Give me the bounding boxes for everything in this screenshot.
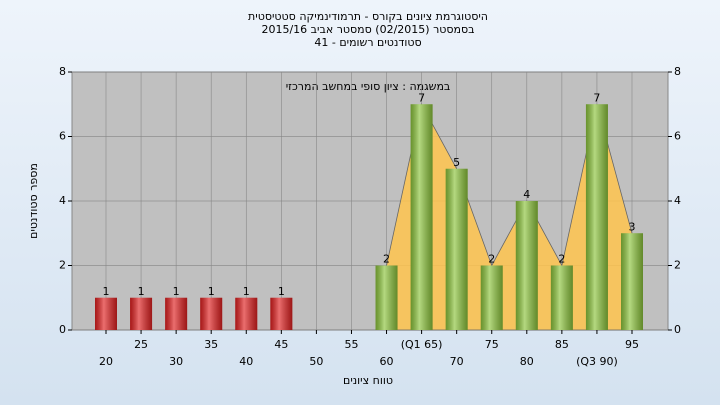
value-label: 5 bbox=[453, 156, 460, 169]
bar-shine bbox=[550, 265, 573, 330]
bar-shine bbox=[95, 297, 117, 330]
chart-title: היסטוגרמת ציונים בקורס - תרמודינמיקה סטט… bbox=[248, 10, 488, 23]
y-tick-label: 4 bbox=[59, 194, 66, 207]
x-tick-label: 40 bbox=[239, 355, 253, 368]
y2-tick-label: 6 bbox=[674, 130, 681, 143]
x-tick-label: 75 bbox=[485, 338, 499, 351]
bar-shine bbox=[585, 104, 608, 330]
value-label: 2 bbox=[383, 253, 390, 266]
x-tick-label: (Q1 65) bbox=[401, 338, 443, 351]
x-tick-label: 30 bbox=[169, 355, 183, 368]
y2-tick-label: 2 bbox=[674, 259, 681, 272]
x-tick-label: 55 bbox=[344, 338, 358, 351]
x-tick-label: 95 bbox=[625, 338, 639, 351]
x-tick-label: 45 bbox=[274, 338, 288, 351]
bar-shine bbox=[480, 265, 503, 330]
bar-shine bbox=[165, 297, 188, 330]
y2-tick-label: 4 bbox=[674, 194, 681, 207]
value-label: 1 bbox=[103, 285, 110, 298]
y-tick-label: 8 bbox=[59, 65, 66, 78]
bar-shine bbox=[515, 201, 538, 330]
x-axis-label: טווח ציונים bbox=[343, 374, 393, 387]
x-tick-label: 85 bbox=[555, 338, 569, 351]
bar-shine bbox=[200, 297, 223, 330]
bar-shine bbox=[270, 297, 293, 330]
bar-shine bbox=[445, 168, 468, 330]
value-label: 1 bbox=[243, 285, 250, 298]
y2-tick-label: 0 bbox=[674, 323, 681, 336]
x-tick-label: 70 bbox=[450, 355, 464, 368]
x-tick-label: 80 bbox=[520, 355, 534, 368]
value-label: 2 bbox=[488, 253, 495, 266]
value-label: 1 bbox=[208, 285, 215, 298]
value-label: 1 bbox=[173, 285, 180, 298]
bar-shine bbox=[130, 297, 153, 330]
value-label: 2 bbox=[558, 253, 565, 266]
value-label: 1 bbox=[278, 285, 285, 298]
bar-shine bbox=[410, 104, 433, 330]
bar-shine bbox=[235, 297, 258, 330]
y-tick-label: 6 bbox=[59, 130, 66, 143]
value-label: 1 bbox=[138, 285, 145, 298]
y-tick-label: 2 bbox=[59, 259, 66, 272]
bar-shine bbox=[375, 265, 398, 330]
value-label: 3 bbox=[629, 220, 636, 233]
value-label: 4 bbox=[523, 188, 530, 201]
x-tick-label: 25 bbox=[134, 338, 148, 351]
x-tick-label: 50 bbox=[309, 355, 323, 368]
chart-title: סטודנטים רשומים - 41 bbox=[314, 36, 421, 49]
annotation: במשגמה : ציון סופי במחשב המרכזי bbox=[286, 80, 451, 93]
chart-title: בסמסטר (02/2015) סמסטר אביב 2015/16 bbox=[261, 23, 474, 36]
x-tick-label: 60 bbox=[380, 355, 394, 368]
value-label: 7 bbox=[593, 91, 600, 104]
x-tick-label: 35 bbox=[204, 338, 218, 351]
bar-shine bbox=[621, 233, 643, 330]
x-tick-label: (Q3 90) bbox=[576, 355, 618, 368]
y-tick-label: 0 bbox=[59, 323, 66, 336]
y2-tick-label: 8 bbox=[674, 65, 681, 78]
y-axis-label: מספר סטודנטים bbox=[27, 163, 40, 239]
x-tick-label: 20 bbox=[99, 355, 113, 368]
value-label: 7 bbox=[418, 91, 425, 104]
